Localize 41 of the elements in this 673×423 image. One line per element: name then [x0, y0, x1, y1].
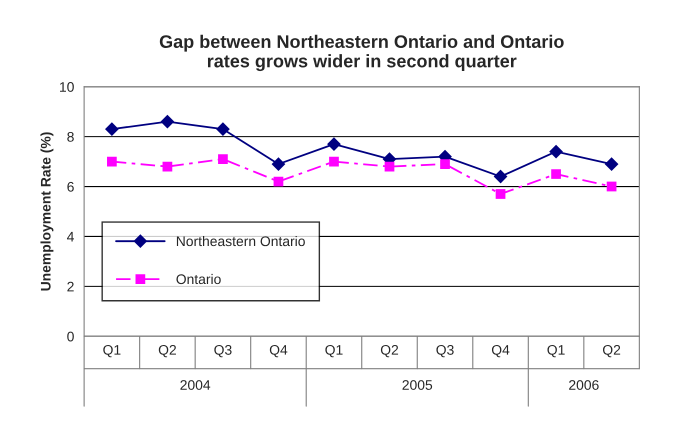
point	[384, 162, 394, 172]
y-tick-label: 2	[67, 282, 74, 292]
text: 2004	[180, 380, 210, 390]
point	[107, 156, 117, 166]
y-tick-label: 8	[67, 132, 74, 142]
point	[162, 162, 172, 172]
point	[329, 156, 339, 166]
x-tick-label: Q1	[325, 344, 343, 358]
x-tick-label: Q3	[214, 344, 232, 358]
point	[274, 176, 284, 186]
x-tick-label: Q4	[492, 344, 510, 358]
x-tick-label: Q1	[103, 344, 120, 358]
x-tick-label: Q1	[547, 344, 565, 358]
point	[327, 138, 341, 151]
y-tick-label: 4	[67, 232, 74, 242]
text: 2006	[569, 380, 599, 390]
point	[218, 154, 228, 164]
legend-label: Ontario	[176, 274, 221, 284]
point	[216, 122, 230, 136]
y-tick-label: 0	[67, 332, 74, 342]
x-tick-label: Q3	[436, 344, 454, 358]
y-tick-label: 10	[60, 82, 74, 92]
point	[606, 182, 616, 192]
point	[605, 157, 618, 171]
y-tick-label: 6	[67, 182, 74, 192]
x-tick-label: Q2	[380, 344, 398, 358]
y-axis-title: Unemployment Rate (%)	[40, 132, 54, 291]
x-tick-label: Q2	[602, 344, 620, 358]
point	[440, 159, 450, 169]
x-tick-label: Q2	[158, 344, 176, 358]
point	[549, 145, 563, 158]
point	[105, 122, 118, 136]
chart-title: Gap between Northeastern Ontario and Ontario rates grows wider in second quarter	[160, 34, 564, 72]
x-tick-label: Q4	[270, 344, 288, 358]
point	[551, 169, 561, 179]
point	[272, 157, 286, 171]
legend-label: Northeastern Ontario	[176, 236, 305, 246]
text: 2005	[402, 380, 432, 390]
point	[494, 170, 508, 184]
point	[160, 115, 174, 128]
point	[496, 189, 506, 199]
